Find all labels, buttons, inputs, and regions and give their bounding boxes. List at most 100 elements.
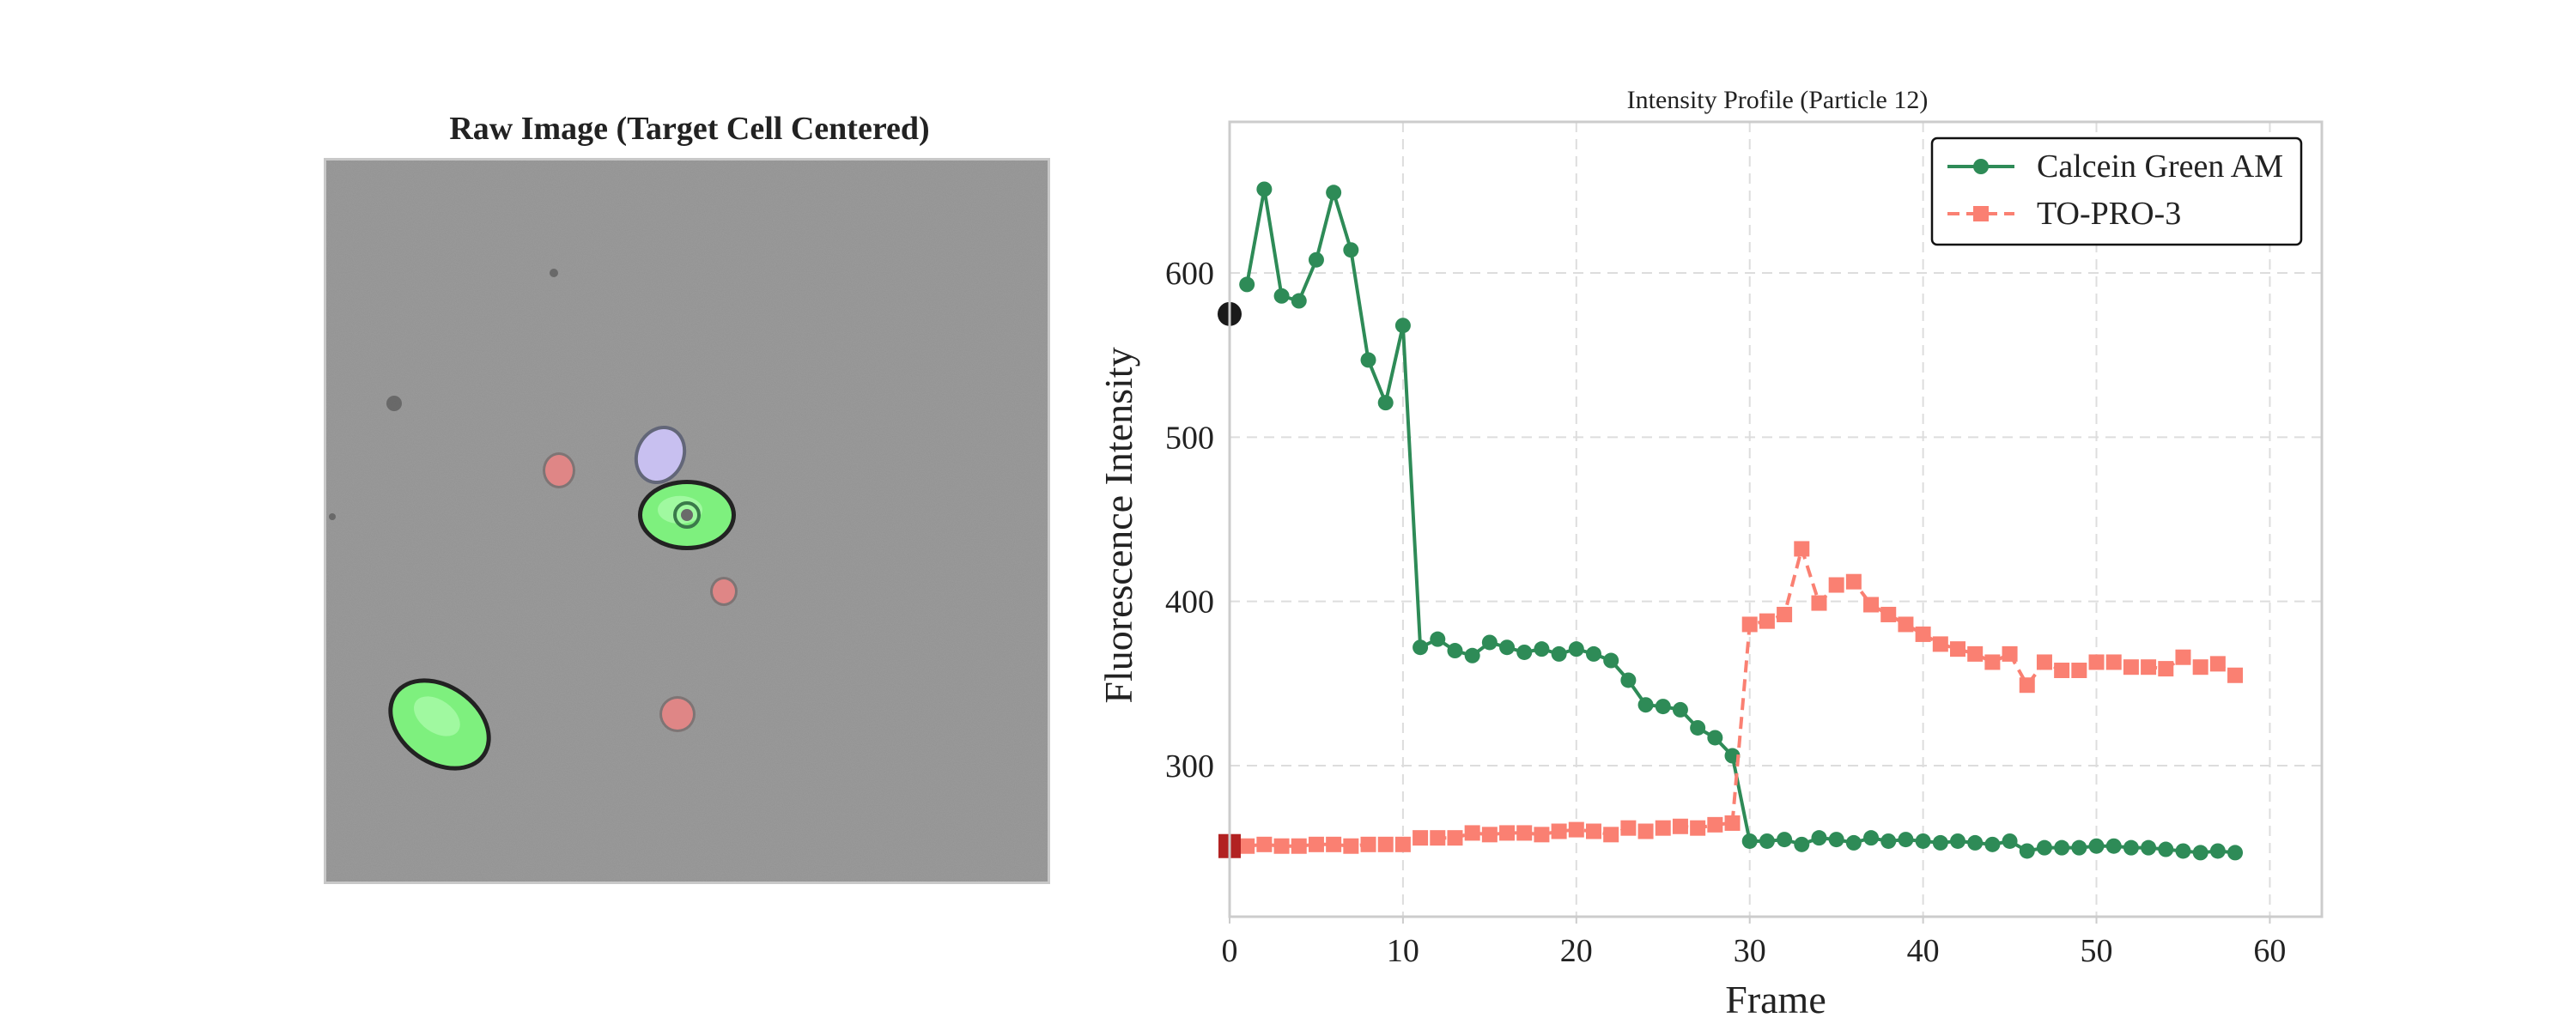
data-point [2002, 833, 2018, 849]
data-point [1516, 825, 1533, 841]
data-point [1915, 833, 1931, 849]
data-point [2071, 663, 2087, 679]
data-point [1672, 701, 1688, 718]
data-point [1984, 836, 2001, 852]
data-point [1880, 833, 1897, 849]
data-point [2088, 654, 2105, 670]
microscopy-image [324, 158, 1050, 884]
debris-speck [329, 513, 336, 520]
data-point [1741, 833, 1758, 849]
data-point [1620, 820, 1637, 836]
data-point [1430, 631, 1446, 647]
data-point [1863, 597, 1880, 613]
data-point [1239, 838, 1255, 854]
data-point [1377, 836, 1394, 852]
x-axis-label: Frame [1725, 978, 1826, 1021]
series-topro [1239, 541, 2244, 854]
red-cell [543, 452, 575, 488]
x-tick-label: 50 [2081, 933, 2113, 969]
legend-box [1930, 136, 2303, 246]
data-point [1863, 830, 1880, 846]
red-cell [659, 696, 696, 732]
data-point [1534, 641, 1550, 657]
grid [1230, 122, 2322, 917]
data-point [1273, 288, 1290, 304]
y-tick-label: 500 [1165, 420, 1214, 456]
data-point [1481, 827, 1498, 843]
data-point [1845, 834, 1862, 851]
y-tick-label: 300 [1165, 748, 1214, 785]
data-point [1586, 645, 1601, 662]
data-point [1291, 293, 1307, 309]
data-point [1880, 606, 1897, 622]
data-point [1845, 573, 1862, 590]
data-point [1464, 825, 1480, 841]
data-point [2227, 667, 2244, 683]
data-point [1256, 836, 1273, 852]
series-line [1245, 185, 2236, 855]
debris-speck [550, 269, 558, 277]
data-point [2019, 677, 2035, 694]
data-point [1343, 242, 1359, 258]
data-point [1950, 833, 1965, 849]
data-point [1568, 821, 1584, 838]
data-point [1620, 672, 1637, 688]
data-point [1950, 641, 1965, 657]
data-point [1447, 830, 1463, 846]
legend: Calcein Green AM TO-PRO-3 [1930, 136, 2303, 246]
data-point [1655, 699, 1671, 715]
y-tick-label: 400 [1165, 585, 1214, 621]
data-point [1967, 645, 1984, 662]
data-point [1239, 276, 1255, 293]
x-tick-label: 20 [1560, 933, 1593, 969]
data-point [1499, 639, 1516, 656]
target-centroid-icon [673, 501, 701, 529]
data-point [1603, 827, 1619, 843]
data-point [1811, 830, 1827, 846]
data-point [1915, 626, 1931, 642]
lavender-cell [634, 425, 687, 485]
data-point [1672, 818, 1688, 834]
y-tick-label: 600 [1165, 256, 1214, 292]
data-point [1759, 833, 1775, 849]
data-point [1377, 395, 1394, 411]
data-point [2192, 659, 2208, 676]
data-point [2036, 654, 2052, 670]
data-point [1759, 613, 1775, 629]
data-point [2141, 659, 2157, 676]
x-tick-label: 30 [1734, 933, 1766, 969]
data-point [2054, 839, 2070, 856]
data-point [2019, 843, 2035, 859]
data-point [1637, 697, 1654, 713]
data-point [1984, 654, 2001, 670]
legend-label-topro: TO-PRO-3 [2037, 196, 2181, 232]
data-point [1256, 181, 1273, 197]
data-point [1898, 832, 1914, 848]
data-point [2002, 645, 2018, 662]
data-point [2209, 656, 2226, 672]
data-point [2123, 659, 2139, 676]
data-point [1603, 652, 1619, 669]
data-point [1707, 730, 1723, 746]
data-point [1690, 719, 1706, 736]
data-point [1551, 645, 1567, 662]
series-layer [1218, 181, 2244, 861]
data-point [1586, 823, 1601, 839]
data-point [1464, 647, 1480, 663]
data-point [2209, 843, 2226, 859]
green-cell [388, 678, 491, 771]
data-point [1360, 352, 1376, 368]
legend-label-calcein: Calcein Green AM [2037, 148, 2283, 185]
data-point [2227, 845, 2244, 861]
data-point [1291, 838, 1307, 854]
axes: 0 10 20 30 40 50 60 300 400 500 600 [1165, 120, 2324, 969]
data-point [1932, 636, 1948, 652]
x-tick-label: 40 [1907, 933, 1940, 969]
red-cell [710, 577, 738, 606]
data-point [2175, 649, 2191, 665]
data-point [1741, 616, 1758, 633]
data-point [2175, 843, 2191, 859]
data-point [1690, 820, 1706, 836]
data-point [1413, 830, 1429, 846]
